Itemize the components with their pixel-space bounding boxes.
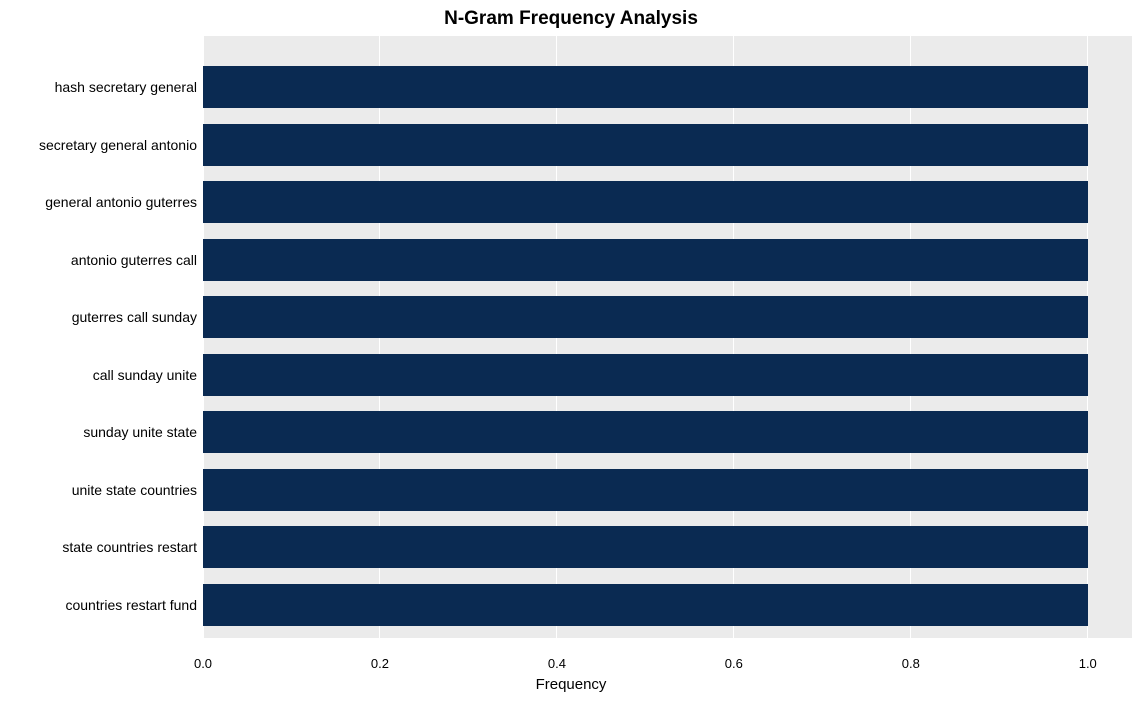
x-tick-label: 0.8: [902, 656, 920, 671]
x-axis-label: Frequency: [0, 676, 1142, 693]
y-tick-label: general antonio guterres: [2, 194, 197, 210]
x-tick-label: 0.6: [725, 656, 743, 671]
y-tick-label: unite state countries: [2, 482, 197, 498]
x-tick-label: 1.0: [1079, 656, 1097, 671]
y-tick-label: guterres call sunday: [2, 309, 197, 325]
plot-area: [203, 36, 1132, 638]
bar: [203, 124, 1088, 166]
x-tick-label: 0.0: [194, 656, 212, 671]
bar: [203, 296, 1088, 338]
bar: [203, 354, 1088, 396]
y-tick-label: state countries restart: [2, 539, 197, 555]
y-tick-label: call sunday unite: [2, 367, 197, 383]
bar: [203, 411, 1088, 453]
y-tick-label: secretary general antonio: [2, 137, 197, 153]
x-tick-label: 0.4: [548, 656, 566, 671]
chart-title: N-Gram Frequency Analysis: [0, 8, 1142, 30]
ngram-frequency-chart: N-Gram Frequency Analysis Frequency hash…: [0, 0, 1142, 701]
bar: [203, 66, 1088, 108]
bar: [203, 584, 1088, 626]
grid-band: [1088, 36, 1132, 638]
bar: [203, 239, 1088, 281]
bar: [203, 181, 1088, 223]
x-tick-label: 0.2: [371, 656, 389, 671]
bar: [203, 526, 1088, 568]
y-tick-label: countries restart fund: [2, 597, 197, 613]
bar: [203, 469, 1088, 511]
y-tick-label: hash secretary general: [2, 79, 197, 95]
y-tick-label: sunday unite state: [2, 424, 197, 440]
y-tick-label: antonio guterres call: [2, 252, 197, 268]
